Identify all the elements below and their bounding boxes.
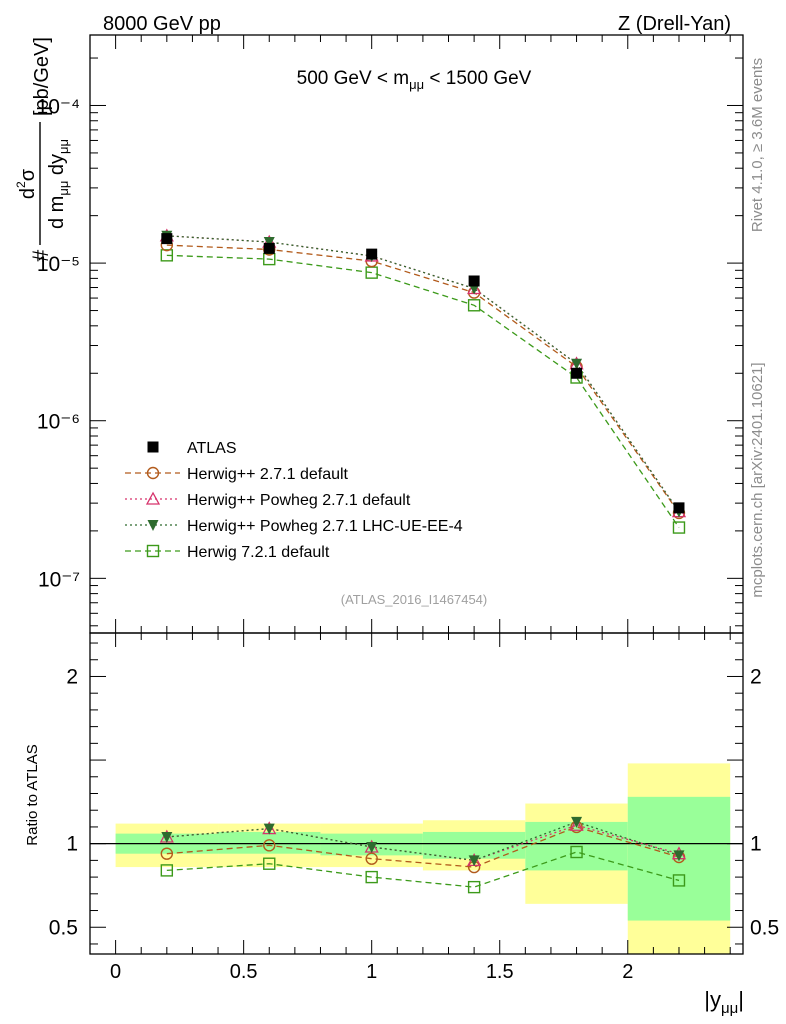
series-line xyxy=(166,244,680,514)
data-point xyxy=(161,233,173,245)
ratio-point xyxy=(366,842,378,853)
y-tick-label: 10⁻⁷ xyxy=(38,568,80,591)
legend-marker xyxy=(146,544,160,558)
data-point xyxy=(673,502,685,514)
data-point xyxy=(571,358,583,370)
series-line xyxy=(166,235,680,512)
ratio-y-tick-label: 2 xyxy=(66,665,78,688)
legend-marker xyxy=(146,466,160,480)
ratio-point xyxy=(365,870,378,884)
ratio-point xyxy=(160,864,174,877)
ratio-point xyxy=(570,845,583,859)
x-tick-label: 1 xyxy=(366,961,377,983)
y-tick-label: 10⁻⁵ xyxy=(37,253,80,276)
ratio-point xyxy=(468,855,480,867)
data-point xyxy=(366,248,378,260)
header-right: Z (Drell-Yan) xyxy=(618,13,731,35)
x-tick-label: 0 xyxy=(110,961,121,983)
ratio-point xyxy=(672,874,686,887)
data-point xyxy=(160,249,174,262)
svg-text:[pb/GeV]: [pb/GeV] xyxy=(31,37,53,116)
ratio-point xyxy=(263,839,276,852)
ratio-band-inner xyxy=(218,831,321,854)
legend-label: Herwig++ 2.7.1 default xyxy=(187,466,349,483)
ratio-line xyxy=(166,826,680,868)
rivet-label: Rivet 4.1.0, ≥ 3.6M events xyxy=(749,58,766,232)
legend-marker xyxy=(145,491,161,505)
ratio-y-tick-label-right: 2 xyxy=(750,665,762,688)
ratio-y-axis-label: Ratio to ATLAS xyxy=(24,744,41,845)
data-point xyxy=(263,242,275,254)
ratio-line xyxy=(166,851,680,888)
ratio-point xyxy=(569,817,584,831)
ratio-point xyxy=(263,857,276,870)
ratio-y-tick-label: 0.5 xyxy=(49,916,78,939)
svg-text:d mμμ dyμμ: d mμμ dyμμ xyxy=(46,139,71,229)
legend-label: Herwig++ Powheg 2.7.1 LHC-UE-EE-4 xyxy=(187,518,463,535)
ratio-point xyxy=(673,850,685,862)
ratio-point xyxy=(263,823,275,835)
data-point xyxy=(672,521,686,534)
ratio-point xyxy=(467,880,481,894)
ratio-y-tick-label: 1 xyxy=(66,833,78,856)
y-tick-label: 10⁻⁶ xyxy=(37,411,80,434)
legend-label: Herwig++ Powheg 2.7.1 default xyxy=(187,492,411,509)
ratio-point xyxy=(161,831,173,843)
legend-label: ATLAS xyxy=(187,440,237,457)
data-point xyxy=(263,237,275,249)
ratio-line xyxy=(166,821,680,862)
x-tick-label: 2 xyxy=(622,961,633,983)
plot-title: 500 GeV < mμμ < 1500 GeV xyxy=(297,68,532,92)
x-tick-label: 1.5 xyxy=(486,961,514,983)
ratio-point xyxy=(365,852,378,865)
x-tick-label: 0.5 xyxy=(230,961,258,983)
upper-y-axis-label: # d2σ d mμμ dyμμ [pb/GeV] xyxy=(14,37,71,262)
header-left: 8000 GeV pp xyxy=(103,13,221,35)
ratio-y-tick-label-right: 0.5 xyxy=(750,916,779,939)
data-point xyxy=(467,299,481,312)
data-point xyxy=(468,275,480,287)
ratio-point xyxy=(160,847,174,860)
legend-label: Herwig 7.2.1 default xyxy=(187,544,330,561)
ratio-y-tick-label-right: 1 xyxy=(750,833,762,856)
analysis-watermark: (ATLAS_2016_I1467454) xyxy=(341,592,487,607)
series-line xyxy=(166,254,680,528)
legend-marker xyxy=(147,520,159,531)
legend-marker xyxy=(147,441,159,453)
svg-text:#: # xyxy=(28,249,53,262)
mcplots-label: mcplots.cern.ch [arXiv:2401.10621] xyxy=(749,362,766,597)
ratio-point xyxy=(571,816,583,828)
svg-text:d2σ: d2σ xyxy=(14,168,39,199)
x-axis-label: |yμμ| xyxy=(704,987,744,1017)
data-point xyxy=(571,367,583,379)
y-tick-label: 10⁻⁴ xyxy=(37,95,80,118)
